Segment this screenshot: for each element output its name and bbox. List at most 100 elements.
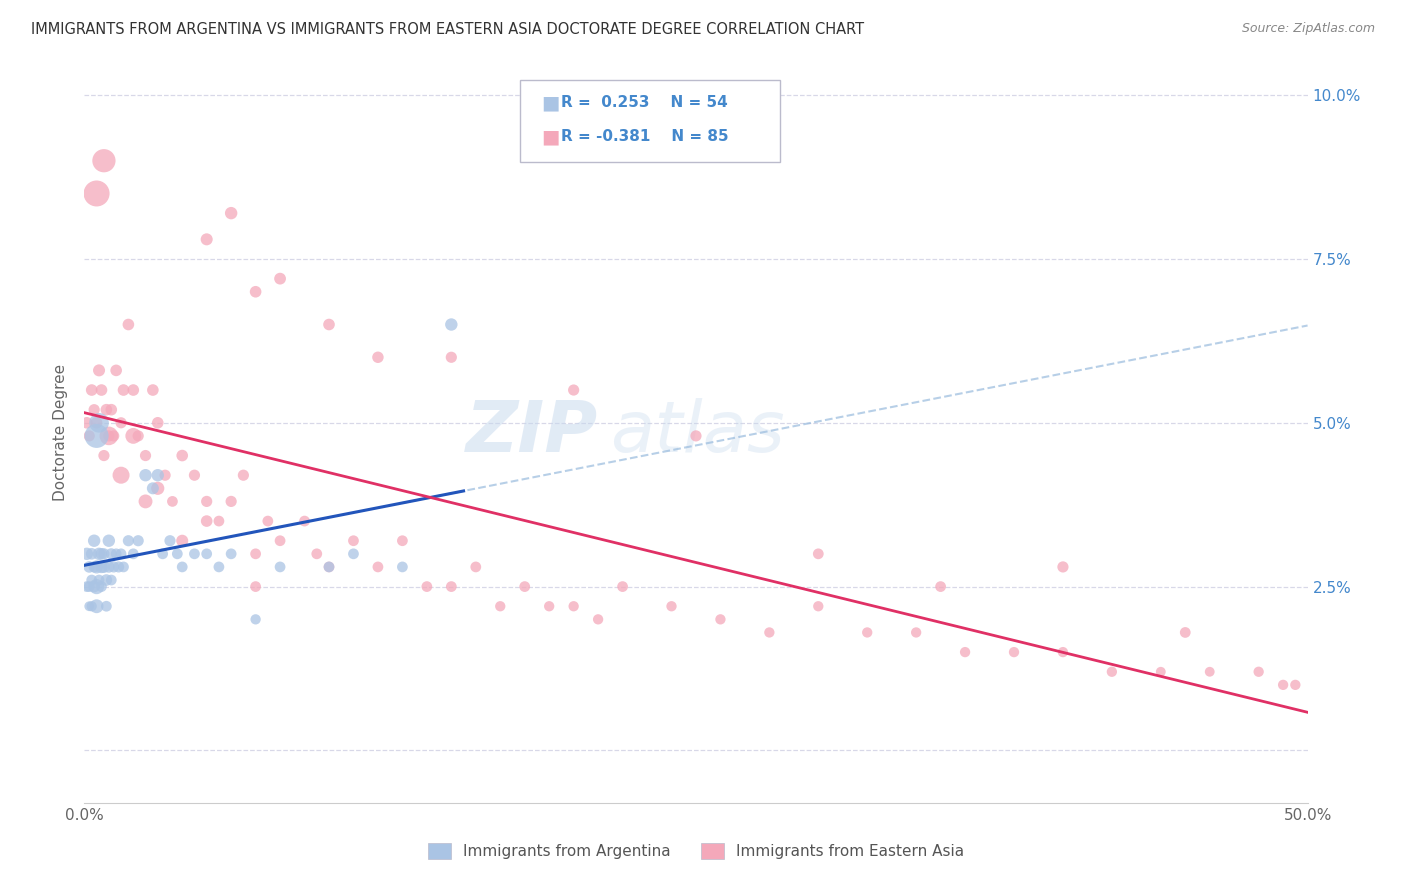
- Point: [146, 468, 169, 483]
- Point: [367, 351, 389, 365]
- Point: [172, 533, 194, 548]
- Point: [86, 599, 108, 614]
- Point: [153, 468, 176, 483]
- Point: [142, 481, 165, 495]
- Point: [93, 547, 115, 561]
- Point: [1052, 645, 1074, 659]
- Point: [90, 580, 112, 594]
- Point: [87, 547, 110, 561]
- Point: [135, 449, 157, 463]
- Point: [1002, 645, 1025, 659]
- Point: [183, 547, 205, 561]
- Point: [807, 599, 830, 614]
- Point: [219, 547, 242, 561]
- Point: [107, 560, 129, 574]
- Text: ■: ■: [541, 127, 560, 146]
- Point: [142, 383, 165, 397]
- Point: [166, 547, 188, 561]
- Point: [172, 560, 194, 574]
- Point: [77, 599, 100, 614]
- Point: [87, 573, 110, 587]
- Point: [612, 580, 634, 594]
- Point: [159, 533, 181, 548]
- Point: [195, 232, 218, 246]
- Point: [318, 560, 340, 574]
- Point: [146, 416, 169, 430]
- Point: [489, 599, 512, 614]
- Point: [122, 383, 145, 397]
- Point: [562, 599, 585, 614]
- Point: [905, 625, 928, 640]
- Point: [195, 514, 218, 528]
- Point: [208, 514, 231, 528]
- Point: [1272, 678, 1295, 692]
- Point: [77, 580, 100, 594]
- Point: [80, 573, 103, 587]
- Point: [105, 363, 128, 377]
- Text: Source: ZipAtlas.com: Source: ZipAtlas.com: [1241, 22, 1375, 36]
- Point: [391, 560, 413, 574]
- Point: [342, 533, 364, 548]
- Point: [122, 429, 145, 443]
- Point: [90, 383, 112, 397]
- Point: [269, 560, 291, 574]
- Point: [513, 580, 536, 594]
- Point: [245, 612, 267, 626]
- Point: [195, 494, 218, 508]
- Point: [100, 573, 122, 587]
- Point: [208, 560, 231, 574]
- Point: [76, 580, 98, 594]
- Text: atlas: atlas: [610, 398, 785, 467]
- Point: [440, 318, 463, 332]
- Point: [96, 599, 118, 614]
- Point: [77, 560, 100, 574]
- Point: [110, 547, 132, 561]
- Point: [269, 533, 291, 548]
- Point: [1052, 560, 1074, 574]
- Text: R =  0.253    N = 54: R = 0.253 N = 54: [561, 95, 728, 110]
- Y-axis label: Doctorate Degree: Doctorate Degree: [53, 364, 69, 501]
- Point: [562, 383, 585, 397]
- Point: [318, 560, 340, 574]
- Point: [103, 429, 125, 443]
- Point: [103, 560, 125, 574]
- Point: [97, 429, 120, 443]
- Point: [96, 573, 118, 587]
- Point: [112, 560, 135, 574]
- Point: [83, 402, 105, 417]
- Point: [80, 383, 103, 397]
- Point: [183, 468, 205, 483]
- Point: [77, 429, 100, 443]
- Point: [856, 625, 879, 640]
- Point: [87, 363, 110, 377]
- Point: [807, 547, 830, 561]
- Point: [112, 383, 135, 397]
- Point: [1101, 665, 1123, 679]
- Point: [685, 429, 707, 443]
- Point: [195, 547, 218, 561]
- Point: [135, 494, 157, 508]
- Point: [117, 533, 139, 548]
- Point: [245, 580, 267, 594]
- Point: [90, 547, 112, 561]
- Point: [709, 612, 731, 626]
- Point: [76, 547, 98, 561]
- Point: [305, 547, 328, 561]
- Point: [83, 580, 105, 594]
- Text: R = -0.381    N = 85: R = -0.381 N = 85: [561, 129, 728, 144]
- Point: [100, 547, 122, 561]
- Text: ■: ■: [541, 93, 560, 112]
- Point: [110, 468, 132, 483]
- Point: [342, 547, 364, 561]
- Point: [661, 599, 683, 614]
- Point: [586, 612, 609, 626]
- Point: [90, 560, 112, 574]
- Point: [440, 580, 463, 594]
- Point: [135, 468, 157, 483]
- Point: [172, 449, 194, 463]
- Point: [257, 514, 280, 528]
- Text: ZIP: ZIP: [465, 398, 598, 467]
- Point: [97, 533, 120, 548]
- Point: [86, 560, 108, 574]
- Point: [245, 547, 267, 561]
